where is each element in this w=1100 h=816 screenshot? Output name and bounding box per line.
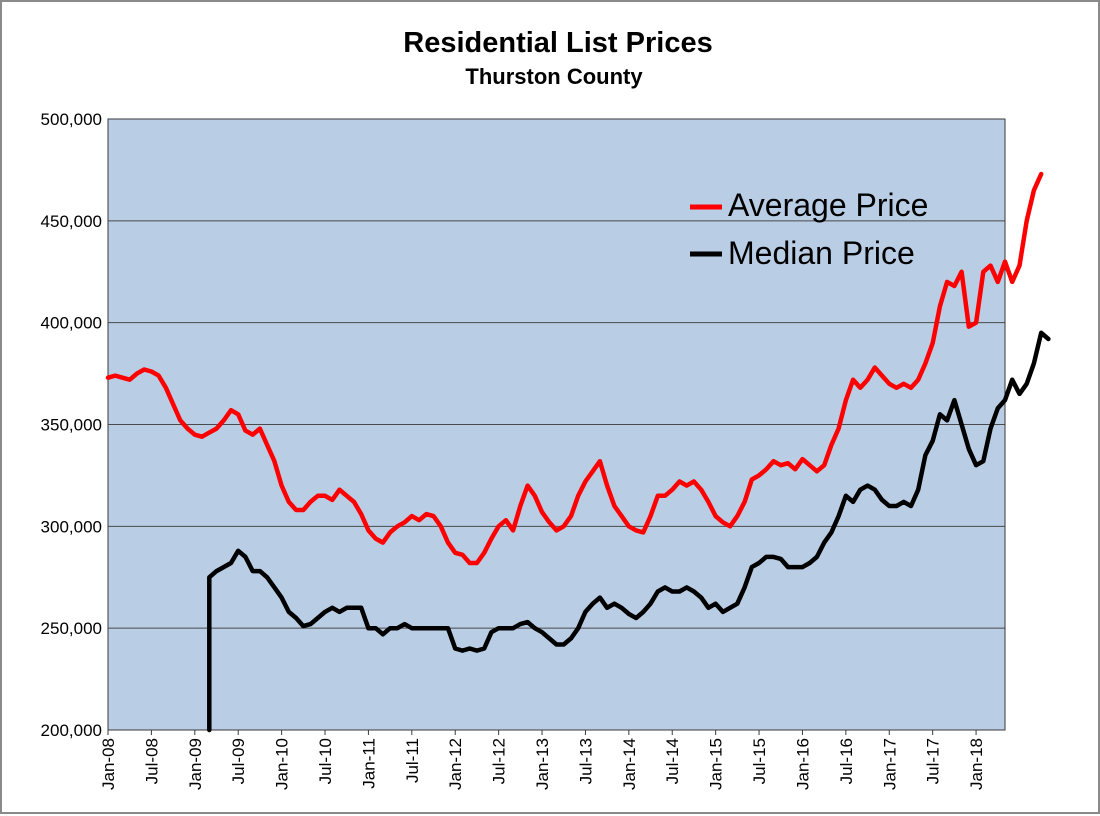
series-line-average-price bbox=[105, 171, 1044, 566]
x-tick-label: Jul-10 bbox=[316, 738, 335, 784]
chart-subtitle: Thurston County bbox=[465, 64, 643, 89]
x-tick-label: Jul-08 bbox=[142, 738, 161, 784]
x-tick-label: Jul-15 bbox=[750, 738, 769, 784]
x-tick-label: Jul-13 bbox=[576, 738, 595, 784]
x-tick-label: Jul-17 bbox=[924, 738, 943, 784]
y-tick-label: 250,000 bbox=[41, 619, 102, 638]
y-tick-label: 400,000 bbox=[41, 314, 102, 333]
x-tick-label: Jul-09 bbox=[229, 738, 248, 784]
x-tick-label: Jan-11 bbox=[359, 738, 378, 789]
legend-label-average: Average Price bbox=[728, 187, 928, 223]
y-tick-label: 300,000 bbox=[41, 517, 102, 536]
x-tick-label: Jul-12 bbox=[490, 738, 509, 784]
legend: Average Price Median Price bbox=[690, 187, 928, 271]
plot-border bbox=[107, 118, 1006, 731]
x-tick-label: Jan-12 bbox=[446, 738, 465, 790]
y-tick-label: 350,000 bbox=[41, 416, 102, 435]
plot-area: 200,000 250,000 300,000 350,000 400,000 450,0… bbox=[41, 110, 1051, 790]
x-tick-label: Jan-08 bbox=[99, 738, 118, 790]
y-tick-label: 200,000 bbox=[41, 721, 102, 740]
x-tick-label: Jan-13 bbox=[533, 738, 552, 790]
x-tick-label: Jul-16 bbox=[837, 738, 856, 784]
x-tick-label: Jan-09 bbox=[186, 738, 205, 790]
x-tick-label: Jan-15 bbox=[707, 738, 726, 790]
y-tick-label: 500,000 bbox=[41, 110, 102, 129]
x-tick-label: Jan-17 bbox=[880, 738, 899, 790]
x-tick-label: Jan-10 bbox=[273, 738, 292, 790]
x-tick-label: Jul-14 bbox=[663, 738, 682, 784]
x-tick-label: Jan-14 bbox=[620, 738, 639, 790]
x-tick-label: Jul-11 bbox=[403, 738, 422, 783]
x-tick-label: Jan-16 bbox=[793, 738, 812, 790]
y-tick-label: 450,000 bbox=[41, 212, 102, 231]
x-tick-label: Jan-18 bbox=[967, 738, 986, 790]
chart-title: Residential List Prices bbox=[403, 27, 712, 59]
legend-label-median: Median Price bbox=[728, 235, 915, 271]
series-line-median-price bbox=[207, 330, 1051, 733]
